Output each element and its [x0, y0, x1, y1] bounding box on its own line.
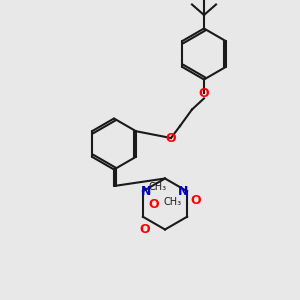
Text: O: O	[148, 197, 159, 211]
Text: O: O	[166, 131, 176, 145]
Text: O: O	[140, 223, 150, 236]
Text: N: N	[178, 185, 189, 198]
Text: O: O	[191, 194, 201, 208]
Text: N: N	[141, 185, 152, 198]
Text: CH₃: CH₃	[163, 197, 181, 207]
Text: O: O	[199, 87, 209, 100]
Text: CH₃: CH₃	[149, 182, 167, 192]
